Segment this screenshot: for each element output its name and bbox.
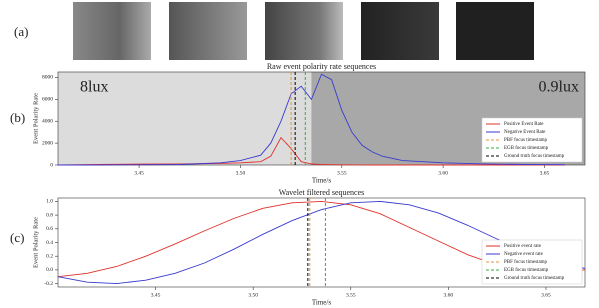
image — [169, 2, 247, 60]
y-axis-label: Event Polarity Rate — [32, 93, 39, 144]
x-tick-label: 3.60 — [438, 170, 448, 176]
panel-label: (b) — [10, 110, 25, 125]
region-label: 8lux — [80, 79, 108, 96]
x-tick-label: 3.60 — [444, 292, 454, 298]
y-tick-label: 0.0 — [46, 267, 53, 273]
legend-label: Negative event rate — [504, 252, 544, 257]
x-tick-label: 3.45 — [134, 170, 144, 176]
x-tick-label: 3.55 — [346, 292, 356, 298]
series-line — [58, 73, 565, 166]
x-tick-label: 3.50 — [236, 170, 246, 176]
plot-frame — [57, 71, 586, 166]
image — [456, 2, 534, 60]
legend-label: PBF focus timestamp — [504, 260, 548, 265]
x-tick-label: 3.65 — [540, 170, 550, 176]
chart-title: Wavelet filtered sequences — [279, 188, 365, 197]
y-tick-label: 4000 — [42, 119, 53, 125]
x-tick-label: 3.55 — [337, 170, 347, 176]
y-tick-label: 6000 — [42, 97, 53, 103]
y-tick-label: 2000 — [42, 140, 53, 146]
panel-label: (a) — [14, 24, 28, 39]
image — [73, 2, 151, 60]
x-tick-label: 3.45 — [151, 292, 161, 298]
x-axis-label: Time/s — [312, 177, 331, 185]
x-tick-label: 3.65 — [541, 292, 551, 298]
y-axis-label: Event Polarity Rate — [32, 217, 39, 268]
series-line — [57, 200, 586, 285]
panel-label: (c) — [10, 230, 24, 245]
y-tick-label: 0.6 — [46, 226, 53, 232]
legend-label: Positive Event Rate — [504, 122, 544, 127]
y-tick-label: -0.2 — [44, 281, 53, 287]
region-label: 0.9lux — [539, 79, 579, 96]
legend-label: Positive event rate — [504, 244, 542, 249]
y-tick-label: 1.0 — [46, 199, 53, 205]
x-tick-label: 3.50 — [248, 292, 258, 298]
legend-label: EGB focus timestamp — [504, 268, 549, 273]
y-tick-label: 0 — [50, 162, 53, 168]
y-tick-label: 0.4 — [46, 240, 53, 246]
chart-title: Raw event polarity rate sequences — [267, 62, 376, 71]
y-tick-label: 0.2 — [46, 253, 53, 259]
image — [265, 2, 343, 60]
legend-label: EGB focus timestamp — [504, 146, 549, 151]
x-axis-label: Time/s — [312, 299, 331, 307]
region — [58, 72, 312, 165]
image — [361, 2, 439, 60]
y-tick-label: 8000 — [42, 75, 53, 81]
legend-label: Negative Event Rate — [504, 130, 546, 135]
y-tick-label: 0.8 — [46, 212, 53, 218]
legend-label: PBF focus timestamp — [504, 138, 548, 143]
legend-label: Ground truth focus timestamp — [504, 154, 565, 159]
legend-label: Ground truth focus timestamp — [504, 276, 565, 281]
